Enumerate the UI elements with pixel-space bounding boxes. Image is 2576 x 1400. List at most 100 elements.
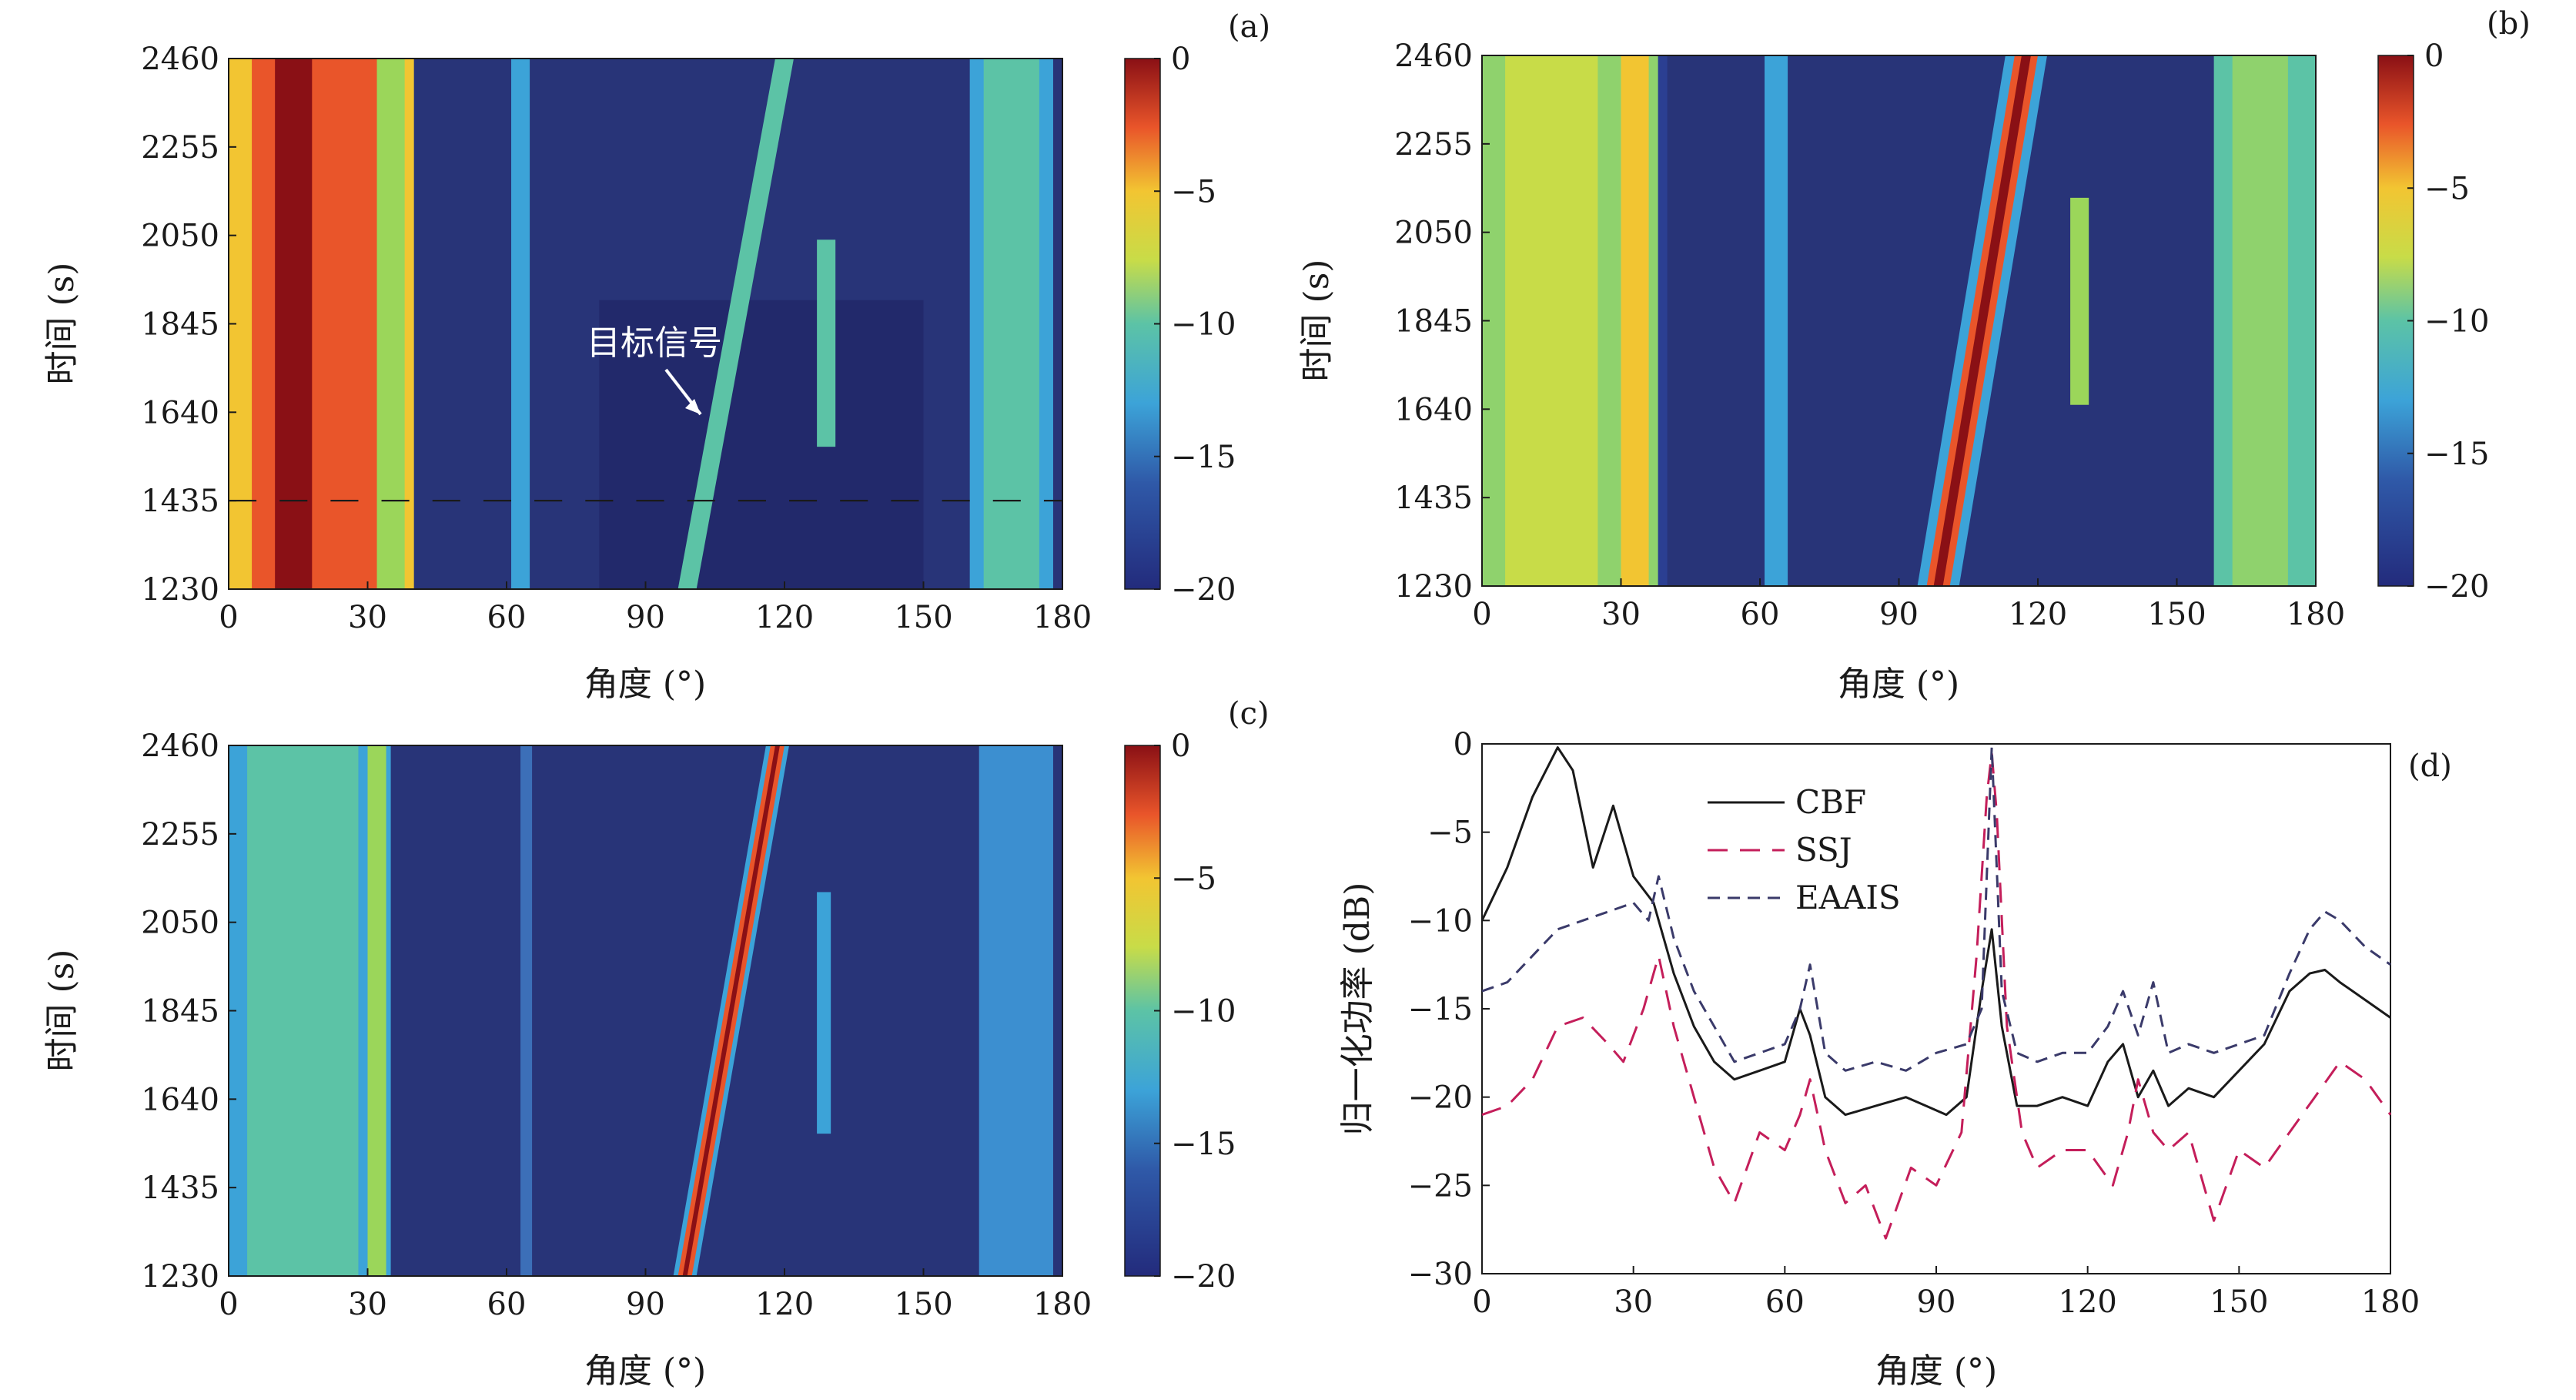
y-tick-label: −15: [1408, 992, 1473, 1027]
y-axis-title-d: 归一化功率 (dB): [1338, 883, 1377, 1136]
colorbar-tick-label: −10: [1171, 994, 1236, 1030]
colorbar-tick-label: −20: [2424, 569, 2489, 605]
y-tick-label: 0: [1454, 727, 1473, 762]
legend-label-ssj: SSJ: [1795, 831, 1852, 869]
x-tick-label: 90: [626, 1287, 665, 1322]
legend-d: CBF SSJ EAAIS: [1708, 783, 1901, 916]
y-tick-label: 1435: [141, 484, 219, 519]
y-ticks-b: 1230 1435 1640 1845 2050 2255 2460: [1394, 39, 1490, 605]
x-tick-label: 0: [219, 1287, 238, 1322]
colorbar-tick-label: −20: [1171, 1259, 1236, 1294]
x-tick-label: 60: [1741, 597, 1780, 632]
y-tick-label: 2050: [1394, 216, 1473, 251]
y-tick-label: 1640: [141, 1082, 219, 1117]
panel-tag-c: (c): [1228, 696, 1270, 732]
y-tick-label: 2255: [141, 130, 219, 166]
x-tick-label: 90: [1917, 1284, 1956, 1320]
annotation-label: 目标信号: [587, 323, 722, 363]
panel-b: 0 30 60 90 120 150 180 1230 1435 1640 1845 2050 225…: [1297, 6, 2531, 704]
x-tick-label: 120: [755, 1287, 814, 1322]
colorbar-tick-label: −5: [1171, 174, 1216, 209]
legend-label-eaais: EAAIS: [1795, 879, 1901, 916]
x-tick-label: 180: [1033, 1287, 1092, 1322]
x-tick-label: 120: [2009, 597, 2067, 632]
colorbar-tick-label: 0: [1171, 728, 1190, 764]
x-ticks-a: 0 30 60 90 120 150 180: [219, 581, 1092, 635]
y-tick-label: 1845: [141, 994, 219, 1030]
y-tick-label: 1845: [1394, 304, 1473, 340]
panel-d: 0 30 60 90 120 150 180 0 −5 −10 −15 −20 −25 −30 角度 (…: [1338, 727, 2452, 1391]
y-tick-label: 2255: [1394, 127, 1473, 162]
y-tick-label: 2460: [141, 728, 219, 764]
colorbar-ticks-b: 0 −5 −10 −15 −20: [2407, 39, 2489, 605]
x-tick-label: 180: [1033, 600, 1092, 635]
x-tick-label: 120: [755, 600, 814, 635]
y-ticks-d: 0 −5 −10 −15 −20 −25 −30: [1408, 727, 1490, 1292]
x-tick-label: 180: [2361, 1284, 2420, 1320]
series-line-eaais: [1481, 746, 2391, 1072]
y-tick-label: 1435: [141, 1171, 219, 1206]
y-tick-label: 2460: [141, 42, 219, 77]
x-tick-label: 120: [2058, 1284, 2116, 1320]
colorbar-ticks-a: 0 −5 −10 −15 −20: [1154, 42, 1236, 608]
x-tick-label: 30: [348, 1287, 387, 1322]
y-tick-label: 2050: [141, 219, 219, 254]
y-tick-label: 1640: [141, 395, 219, 430]
colorbar-tick-label: −5: [1171, 861, 1216, 896]
x-tick-label: 60: [487, 1287, 527, 1322]
x-tick-label: 0: [1472, 597, 1491, 632]
colorbar-tick-label: 0: [2424, 39, 2444, 74]
colorbar-tick-label: −15: [2424, 437, 2489, 472]
y-tick-label: −5: [1427, 816, 1473, 851]
x-axis-title-a: 角度 (°): [584, 665, 706, 704]
y-tick-label: 2050: [141, 906, 219, 941]
x-tick-label: 150: [2210, 1284, 2268, 1320]
y-tick-label: −20: [1408, 1080, 1473, 1116]
x-tick-label: 90: [626, 600, 665, 635]
panel-tag-a: (a): [1228, 9, 1270, 45]
colorbar-tick-label: −15: [1171, 440, 1236, 475]
x-tick-label: 0: [219, 600, 238, 635]
x-axis-title-d: 角度 (°): [1875, 1351, 1997, 1391]
panel-tag-b: (b): [2487, 6, 2531, 42]
x-tick-label: 150: [2147, 597, 2206, 632]
colorbar-tick-label: −10: [2424, 304, 2489, 340]
heatmap-b: [1482, 55, 2316, 586]
y-tick-label: 2460: [1394, 39, 1473, 74]
x-ticks-b: 0 30 60 90 120 150 180: [1472, 578, 2345, 632]
x-axis-title-c: 角度 (°): [584, 1351, 706, 1391]
y-ticks-c: 1230 1435 1640 1845 2050 2255 2460: [141, 728, 236, 1294]
y-tick-label: −25: [1408, 1168, 1473, 1204]
colorbar-tick-label: −5: [2424, 171, 2470, 206]
x-tick-label: 60: [1765, 1284, 1805, 1320]
y-tick-label: −30: [1408, 1257, 1473, 1292]
series-line-ssj: [1481, 752, 2392, 1240]
y-tick-label: 2255: [141, 817, 219, 852]
y-tick-label: 1230: [141, 572, 219, 608]
x-tick-label: 30: [1601, 597, 1641, 632]
y-tick-label: 1230: [1394, 569, 1473, 605]
x-tick-label: 0: [1472, 1284, 1491, 1320]
colorbar-ticks-c: 0 −5 −10 −15 −20: [1154, 728, 1236, 1294]
y-axis-title-a: 时间 (s): [42, 263, 82, 385]
legend-label-cbf: CBF: [1795, 783, 1866, 821]
x-ticks-d: 0 30 60 90 120 150 180: [1472, 1266, 2420, 1320]
y-tick-label: −10: [1408, 903, 1473, 939]
colorbar-tick-label: −20: [1171, 572, 1236, 608]
panel-tag-d: (d): [2408, 749, 2452, 784]
panel-c: 0 30 60 90 120 150 180 1230 1435 1640 1845 2050 225…: [42, 696, 1270, 1391]
x-tick-label: 150: [894, 1287, 952, 1322]
heatmap-a: [229, 59, 1062, 589]
colorbar-tick-label: 0: [1171, 42, 1190, 77]
panel-a: 目标信号 0 30 60 90 120 150 180 1230 1435 1640 1845 20…: [42, 9, 1270, 704]
x-ticks-c: 0 30 60 90 120 150 180: [219, 1268, 1092, 1322]
colorbar-tick-label: −15: [1171, 1127, 1236, 1162]
x-axis-title-b: 角度 (°): [1838, 665, 1959, 704]
line-series-d: [1480, 746, 2392, 1240]
x-tick-label: 180: [2287, 597, 2345, 632]
annotation-target-signal: 目标信号: [587, 323, 722, 416]
annotation-arrowhead: [685, 399, 701, 414]
y-tick-label: 1640: [1394, 392, 1473, 427]
colorbar-tick-label: −10: [1171, 307, 1236, 343]
